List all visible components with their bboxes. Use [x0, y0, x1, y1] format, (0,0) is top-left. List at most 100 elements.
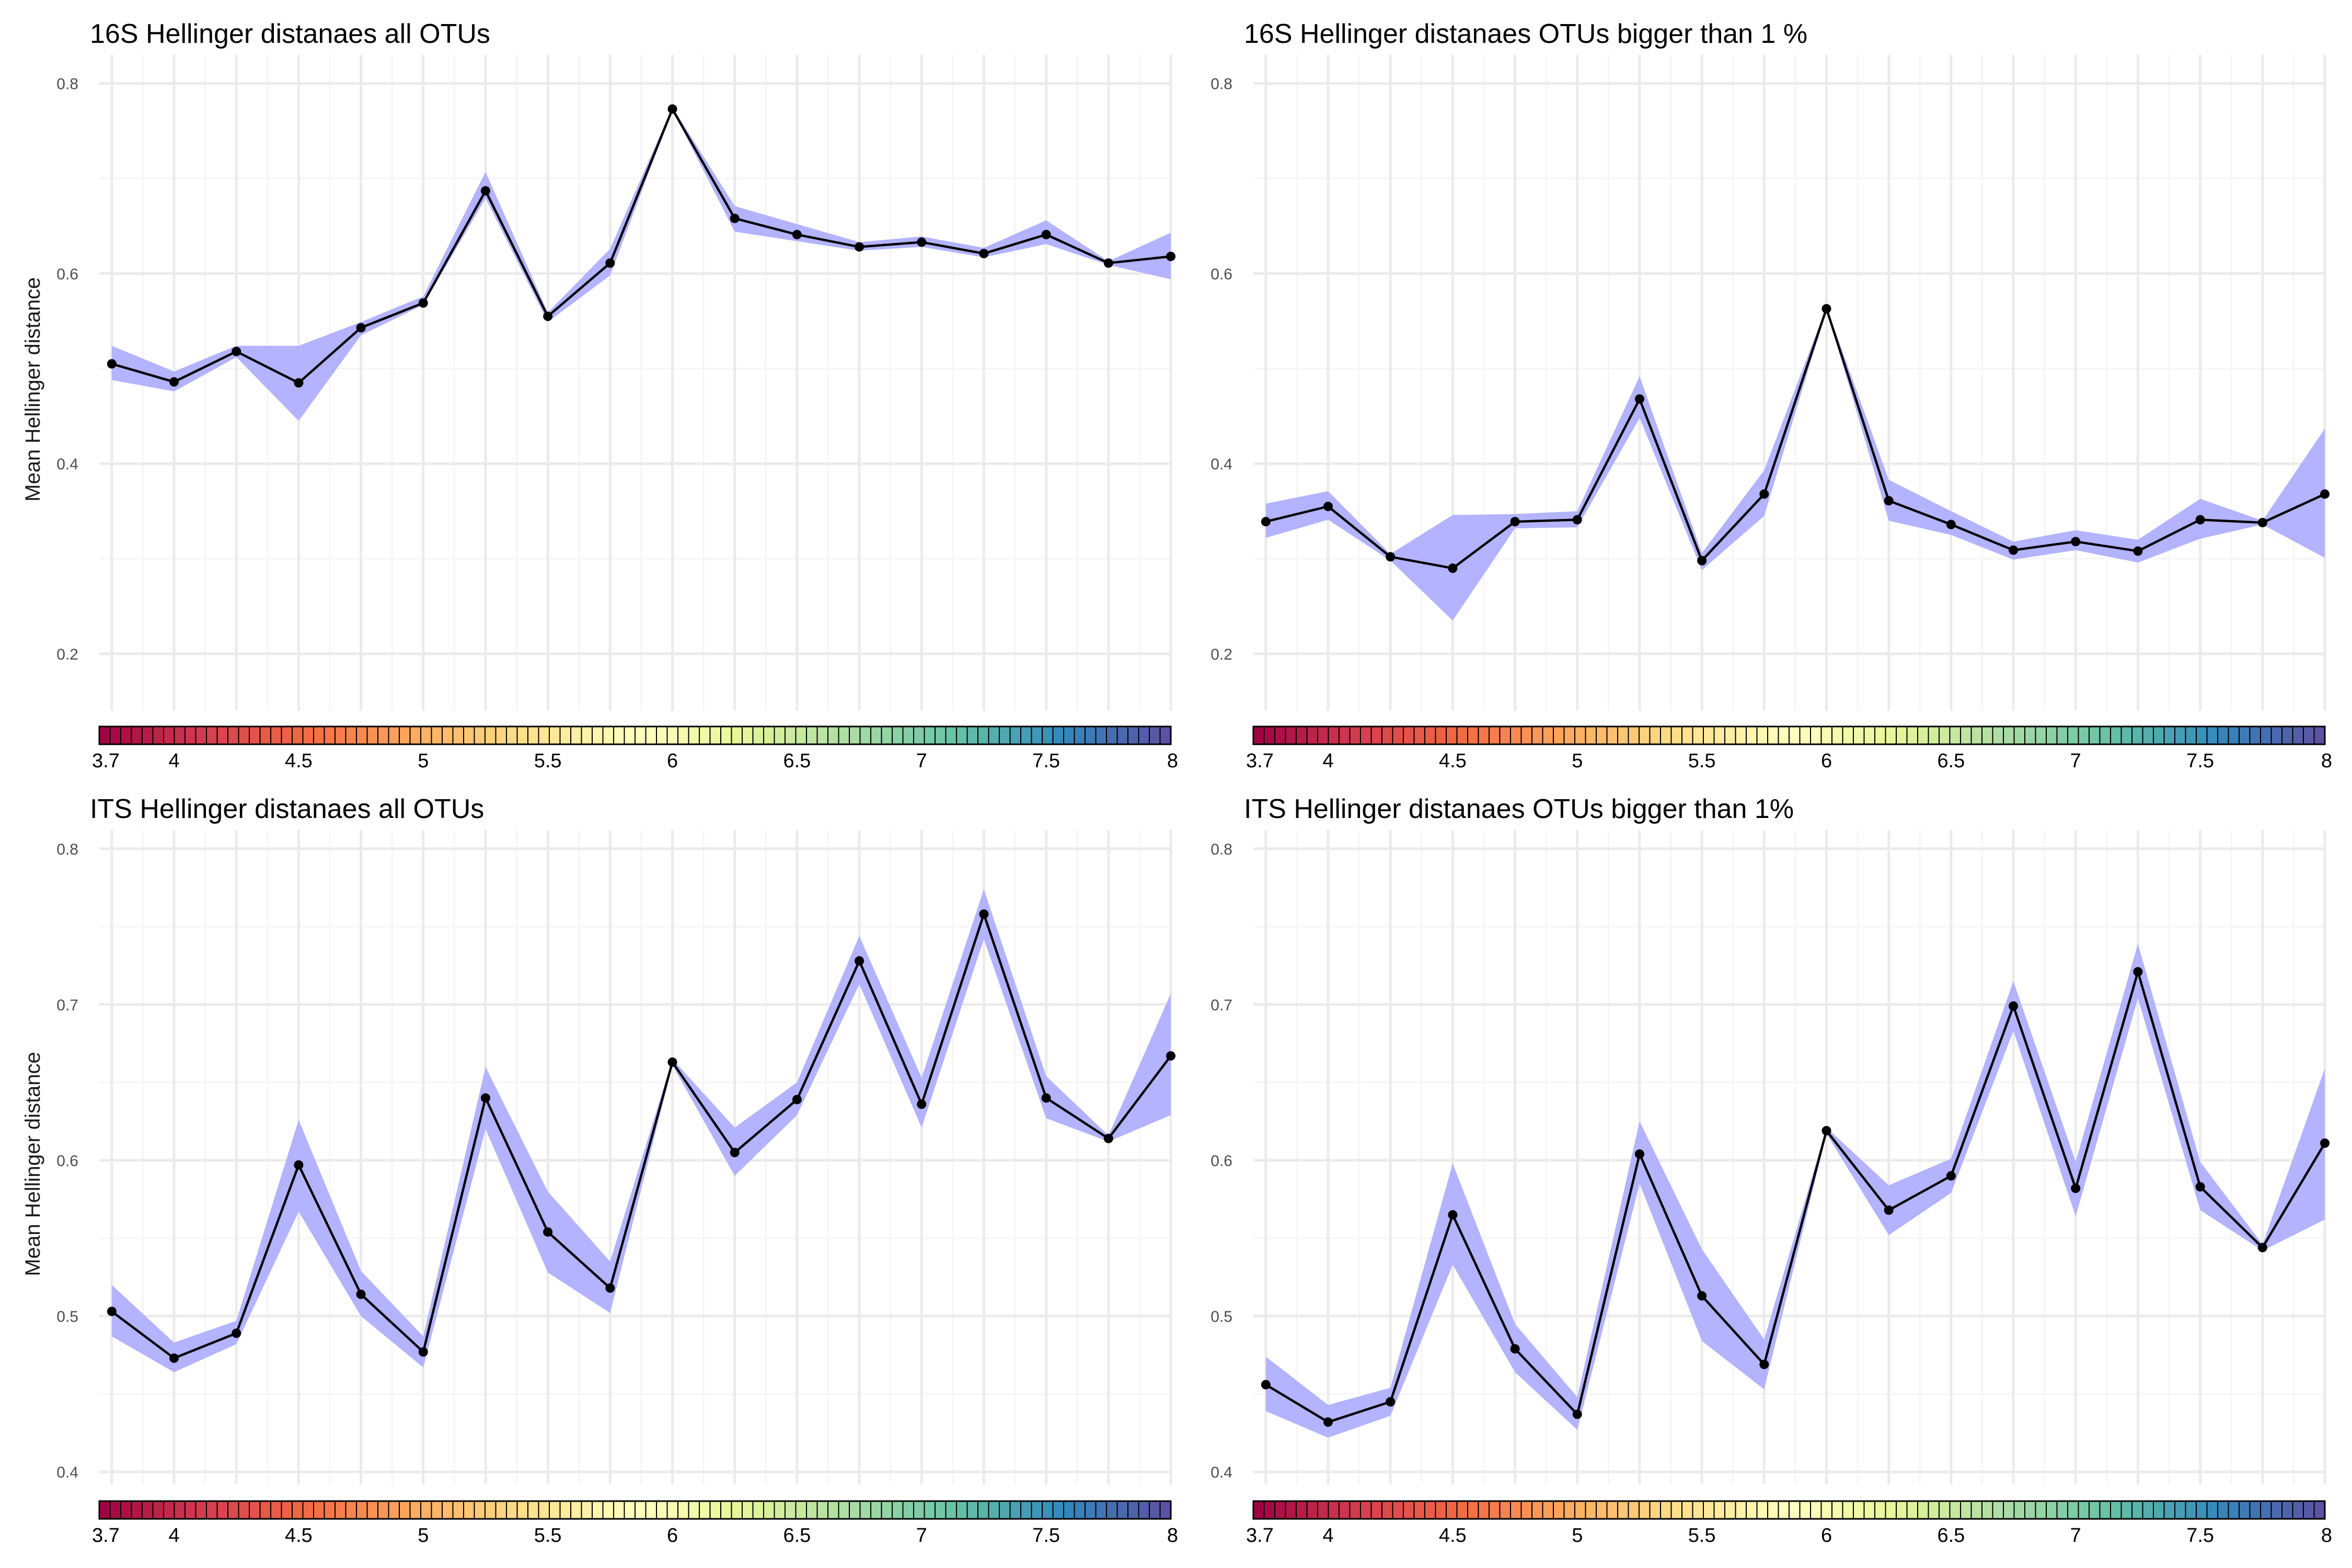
colorbar-segment	[1563, 726, 1575, 745]
mean-line	[1265, 971, 2326, 1424]
colorbar-segment	[666, 1501, 678, 1519]
colorbar-segment	[1778, 726, 1790, 745]
colorbar-segment	[1885, 726, 1897, 745]
colorbar-segment	[1489, 1501, 1501, 1519]
colorbar-tick-label: 5	[1572, 750, 1583, 772]
colorbar-segment	[1992, 726, 2004, 745]
colorbar-segment	[2185, 1501, 2197, 1519]
colorbar-segment	[1446, 1501, 1458, 1519]
colorbar-frame	[1252, 1500, 2326, 1520]
colorbar-segment	[1789, 1501, 1801, 1519]
colorbar-segment	[1381, 726, 1393, 745]
colorbar-segment	[195, 1501, 207, 1519]
data-point	[294, 1160, 304, 1170]
colorbar-segment	[463, 726, 475, 745]
colorbar-segment	[2035, 726, 2047, 745]
data-point	[667, 104, 677, 114]
colorbar-segment	[742, 726, 754, 745]
data-point	[418, 298, 428, 308]
colorbar-segment	[538, 1501, 550, 1519]
colorbar-segment	[1489, 726, 1501, 745]
data-point	[1041, 1093, 1051, 1103]
colorbar-segment	[152, 726, 164, 745]
colorbar-segment	[688, 1501, 700, 1519]
colorbar-segment	[549, 1501, 561, 1519]
colorbar-segment	[570, 1501, 582, 1519]
colorbar-segment	[1339, 1501, 1351, 1519]
data-point	[792, 229, 802, 239]
colorbar-segment	[270, 1501, 282, 1519]
y-tick-label: 0.2	[56, 646, 78, 663]
colorbar-segment	[1735, 726, 1747, 745]
colorbar-segment	[420, 1501, 432, 1519]
colorbar-segment	[1981, 726, 1993, 745]
colorbar-segment	[1020, 1501, 1032, 1519]
colorbar-segment	[1296, 726, 1308, 745]
colorbar-segment	[1392, 726, 1404, 745]
data-point	[2195, 1182, 2205, 1192]
colorbar-segment	[1467, 726, 1479, 745]
colorbar-segment	[1639, 726, 1651, 745]
colorbar-segment	[1574, 1501, 1586, 1519]
colorbar-segment	[999, 1501, 1011, 1519]
colorbar-segment	[259, 1501, 271, 1519]
y-tick-label: 0.7	[56, 997, 78, 1014]
data-point	[1386, 552, 1396, 562]
colorbar-segment	[635, 726, 647, 745]
colorbar-segment	[645, 726, 657, 745]
colorbar-segment	[1446, 726, 1458, 745]
colorbar-segment	[1649, 726, 1661, 745]
colorbar-segment	[281, 1501, 293, 1519]
colorbar-tick-label: 3.7	[1246, 1525, 1274, 1547]
colorbar-segment	[977, 726, 989, 745]
colorbar-segment	[1116, 726, 1128, 745]
colorbar-segment	[1052, 726, 1064, 745]
colorbar-segment	[206, 1501, 218, 1519]
data-point	[2133, 967, 2143, 977]
colorbar-segment	[1917, 726, 1929, 745]
colorbar-frame	[1252, 725, 2326, 745]
colorbar-segment	[452, 726, 464, 745]
colorbar-segment	[2249, 1501, 2261, 1519]
data-point	[1572, 1409, 1582, 1419]
data-point	[1510, 1344, 1520, 1354]
colorbar-segment	[656, 1501, 668, 1519]
y-tick-label: 0.8	[1210, 841, 1232, 858]
colorbar-segment	[152, 1501, 164, 1519]
data-point	[107, 1307, 117, 1317]
colorbar-segment	[345, 726, 357, 745]
data-point	[543, 312, 553, 321]
y-tick-label: 0.5	[56, 1308, 78, 1325]
colorbar-segment	[1542, 726, 1554, 745]
colorbar-segment	[827, 1501, 839, 1519]
colorbar-tick-label: 6	[1821, 750, 1832, 772]
colorbar-segment	[1681, 726, 1693, 745]
colorbar-segment	[292, 726, 304, 745]
colorbar-segment	[2228, 1501, 2240, 1519]
colorbar-segment	[1085, 1501, 1097, 1519]
colorbar-segment	[527, 1501, 539, 1519]
colorbar-segment	[613, 1501, 625, 1519]
colorbar-segment	[1863, 1501, 1875, 1519]
colorbar-tick-label: 5	[1572, 1525, 1583, 1547]
colorbar-segment	[2206, 726, 2218, 745]
data-point	[2009, 545, 2019, 555]
colorbar-segment	[1842, 726, 1854, 745]
colorbar-segment	[2153, 1501, 2165, 1519]
colorbar-segment	[2303, 1501, 2315, 1519]
data-point	[107, 359, 117, 369]
data-point	[1759, 1359, 1769, 1369]
colorbar-segment	[2185, 726, 2197, 745]
colorbar-tick-label: 7	[916, 750, 927, 772]
colorbar-segment	[474, 1501, 486, 1519]
colorbar-segment	[977, 1501, 989, 1519]
colorbar-segment	[570, 726, 582, 745]
colorbar-segment	[1746, 726, 1758, 745]
colorbar-tick-label: 6	[1821, 1525, 1832, 1547]
y-tick-label: 0.7	[1210, 997, 1232, 1014]
colorbar-segment	[881, 726, 893, 745]
colorbar-segment	[731, 1501, 743, 1519]
colorbar-segment	[2013, 726, 2025, 745]
colorbar-segment	[592, 726, 604, 745]
